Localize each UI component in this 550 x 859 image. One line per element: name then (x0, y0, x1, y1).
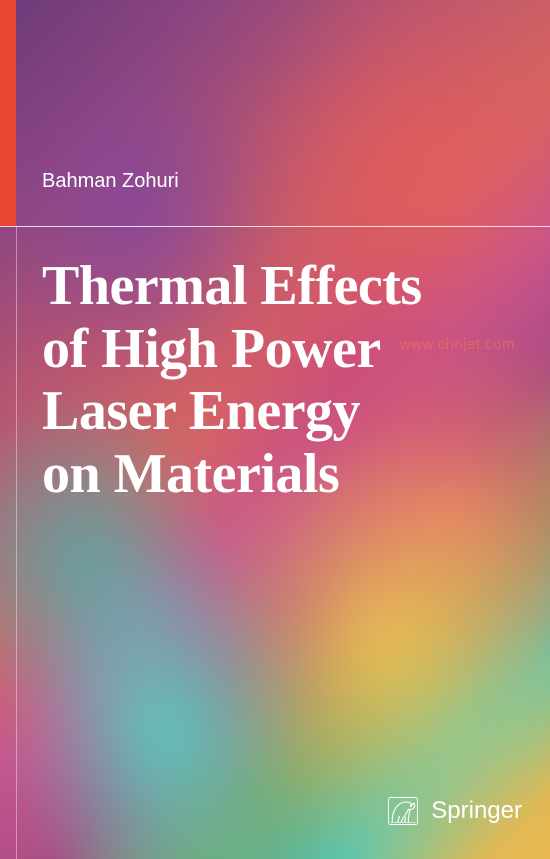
title-line-2: of High Power (42, 318, 381, 380)
horizontal-divider (0, 226, 550, 227)
title-line-3: Laser Energy (42, 380, 360, 442)
title-line-1: Thermal Effects (42, 255, 422, 317)
springer-horse-icon (385, 793, 421, 829)
publisher-name: Springer (431, 797, 522, 825)
book-title: Thermal Effects of High Power Laser Ener… (42, 255, 422, 506)
accent-strip (0, 0, 16, 226)
watermark-text: www.chnjet.com (400, 336, 515, 353)
publisher-block: Springer (385, 793, 522, 829)
book-cover: Bahman Zohuri Thermal Effects of High Po… (0, 0, 550, 859)
author-name: Bahman Zohuri (42, 170, 179, 193)
title-line-4: on Materials (42, 443, 339, 505)
vertical-divider (16, 226, 17, 859)
